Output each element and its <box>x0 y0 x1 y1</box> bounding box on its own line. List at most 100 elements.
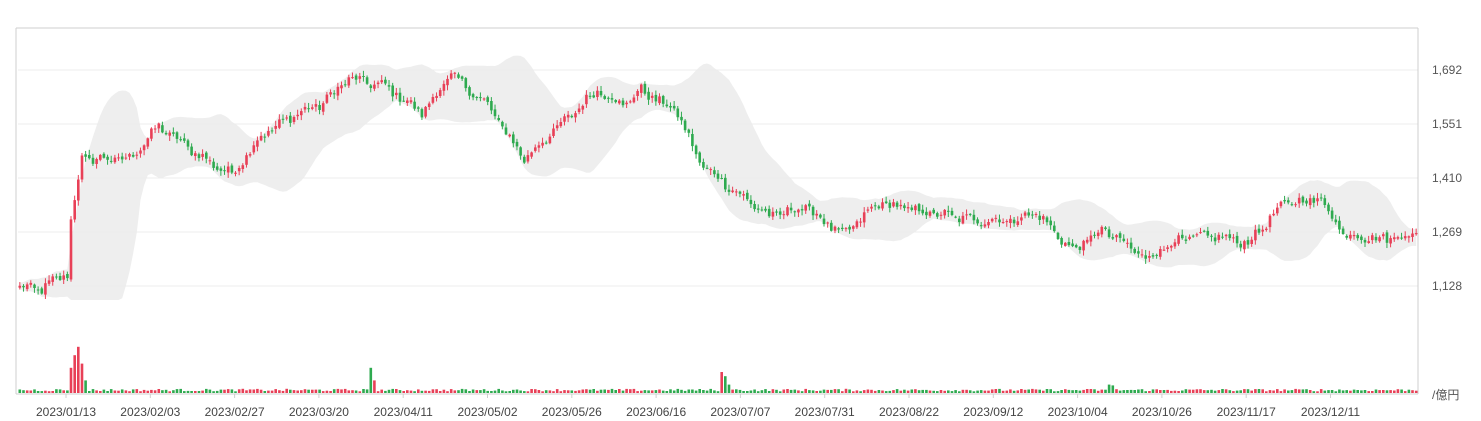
candle-body <box>1071 243 1074 247</box>
volume-bar <box>493 390 497 393</box>
candle-body <box>380 80 383 83</box>
candle <box>241 163 245 173</box>
candle-body <box>804 205 807 211</box>
candle-body <box>1371 235 1374 241</box>
candle-body <box>479 97 482 99</box>
candle-body <box>862 212 866 223</box>
candle <box>1221 232 1224 240</box>
candle-body <box>764 208 767 211</box>
candle-body <box>746 192 749 200</box>
candle <box>146 137 150 150</box>
candle <box>1118 231 1122 243</box>
candle-body <box>183 138 186 141</box>
volume-bar <box>581 389 585 393</box>
volume-bar <box>1027 389 1030 393</box>
candle-body <box>281 118 285 120</box>
candle-body <box>1411 233 1414 237</box>
volume-bar <box>1191 389 1195 393</box>
candle <box>534 144 537 153</box>
candle-body <box>687 129 691 133</box>
volume-bar <box>471 389 475 393</box>
candle-body <box>592 95 595 98</box>
candle <box>1170 244 1173 252</box>
candle <box>552 123 555 138</box>
candle <box>735 188 738 197</box>
candle-body <box>694 145 698 155</box>
volume-bar <box>201 390 204 393</box>
candle-body <box>566 114 570 118</box>
x-tick-label: 2023/06/16 <box>626 405 686 419</box>
candle-body <box>1305 200 1308 204</box>
volume-bar <box>819 390 822 393</box>
volume-bar <box>325 390 329 393</box>
candle <box>471 92 475 101</box>
volume-bar <box>1210 389 1213 393</box>
candle-body <box>1378 237 1381 242</box>
candle-body <box>1396 237 1400 239</box>
candle <box>954 215 957 219</box>
volume-bar <box>77 346 80 393</box>
candle-body <box>775 211 778 213</box>
candle-body <box>1334 219 1338 223</box>
volume-bar <box>131 389 135 393</box>
volume-bar <box>1078 390 1082 393</box>
candle-body <box>435 95 438 98</box>
candle-body <box>446 78 449 86</box>
candle-body <box>954 216 957 218</box>
volume-bar <box>168 391 171 393</box>
volume-bar <box>1411 390 1414 393</box>
candle-body <box>109 160 113 162</box>
candle <box>1166 245 1169 253</box>
candle <box>636 89 639 101</box>
volume-bar <box>318 389 321 393</box>
candle <box>95 157 98 169</box>
candle-body <box>468 87 471 96</box>
volume-bar <box>1403 391 1407 393</box>
candle-body <box>120 156 124 160</box>
candle-body <box>899 204 903 207</box>
candle-body <box>1301 196 1305 203</box>
volume-bar <box>968 390 972 393</box>
candle-body <box>1330 210 1334 219</box>
candle-body <box>822 218 826 225</box>
candle <box>1360 234 1363 244</box>
volume-bar <box>380 389 383 393</box>
volume-bar <box>362 389 365 393</box>
candle <box>88 149 91 160</box>
candle-body <box>332 93 336 95</box>
candle <box>245 152 248 168</box>
candle <box>325 91 329 104</box>
candle <box>442 80 446 96</box>
volume-bar <box>972 391 976 393</box>
candle <box>917 202 921 215</box>
candle-body <box>702 162 705 168</box>
candle-body <box>884 201 888 204</box>
volume-bar <box>731 389 734 393</box>
candle <box>1246 236 1250 249</box>
candle <box>1411 228 1414 242</box>
volume-bar <box>1173 390 1177 393</box>
volume-bar <box>837 389 840 393</box>
candle-body <box>131 154 135 157</box>
candle-body <box>248 154 252 156</box>
candle-body <box>1140 254 1144 256</box>
candle <box>687 128 691 138</box>
volume-bar <box>650 390 654 393</box>
candle <box>1217 232 1221 243</box>
candle <box>380 75 383 84</box>
volume-bar <box>29 390 33 393</box>
candle <box>161 121 164 134</box>
volume-bar <box>1327 390 1330 393</box>
candle <box>36 286 40 295</box>
candle-body <box>1122 238 1126 241</box>
candle <box>632 94 636 104</box>
candle <box>643 81 647 96</box>
candle-body <box>563 116 566 122</box>
volume-bar <box>1009 389 1012 393</box>
candle-body <box>51 276 54 282</box>
candle <box>1038 210 1041 226</box>
candle-body <box>117 157 120 159</box>
candle-body <box>534 147 537 151</box>
candle-body <box>274 126 277 129</box>
candle-body <box>903 205 906 209</box>
